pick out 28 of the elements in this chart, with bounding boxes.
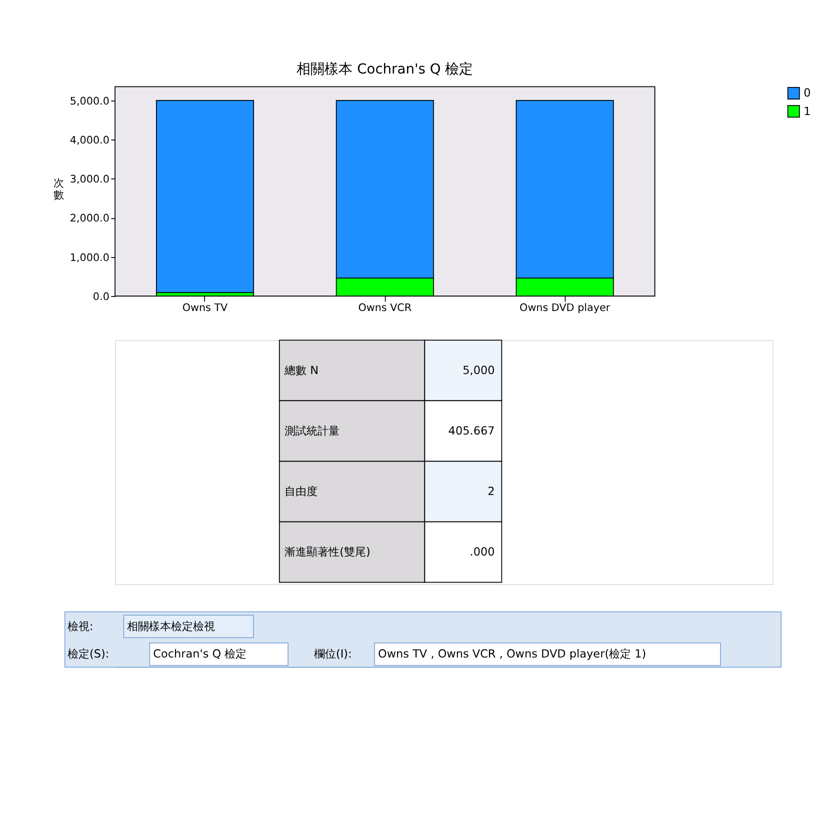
y-tick-label: 4,000.0: [70, 134, 110, 146]
text: 405.667: [448, 424, 495, 438]
text: 欄位(I):: [314, 648, 352, 661]
text: 相關樣本檢定檢視: [127, 620, 216, 633]
text: .000: [470, 546, 495, 559]
text: 漸進顯著性(雙尾): [284, 546, 370, 559]
y-tick-label: 3,000.0: [70, 174, 110, 186]
text: 檢定(S):: [67, 648, 110, 661]
x-tick-label: Owns DVD player: [520, 302, 611, 314]
legend-label: 0: [804, 86, 811, 100]
bar: [156, 100, 254, 293]
legend-label: 1: [804, 104, 811, 118]
chart-title: 相關樣本 Cochran's Q 檢定: [296, 61, 474, 78]
x-tick-label: Owns TV: [182, 302, 228, 314]
text: 2: [488, 485, 495, 498]
y-tick-label: 0.0: [92, 290, 110, 303]
y-tick-label: 2,000.0: [70, 212, 110, 225]
x-tick-label: Owns VCR: [358, 302, 412, 314]
text: 總數 N: [284, 364, 319, 377]
text: Owns TV , Owns VCR , Owns DVD player(檢定 1): [378, 648, 646, 661]
text: 5,000: [462, 364, 495, 377]
text: Cochran's Q 檢定: [153, 648, 247, 661]
y-tick-label: 5,000.0: [70, 95, 110, 108]
y-axis-title: 次數: [53, 178, 64, 202]
y-tick-label: 1,000.0: [70, 252, 110, 264]
text: 自由度: [284, 485, 318, 498]
text: 測試統計量: [284, 424, 340, 438]
text: 檢視:: [67, 620, 94, 633]
